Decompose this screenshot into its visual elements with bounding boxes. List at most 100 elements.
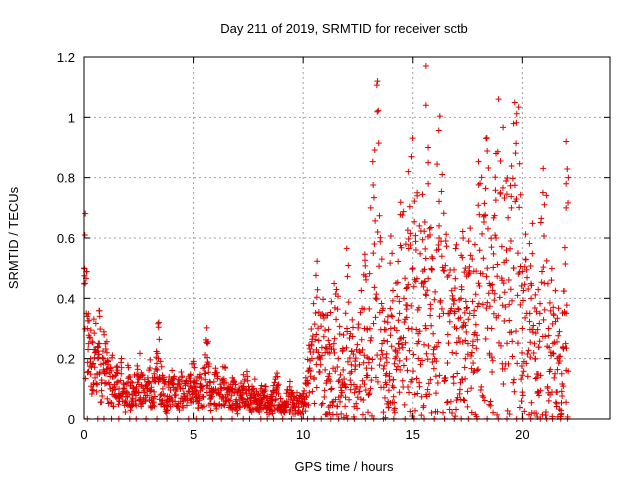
data-point <box>373 82 380 89</box>
data-point <box>382 326 389 333</box>
data-point <box>403 314 410 321</box>
data-point <box>384 338 391 345</box>
data-point <box>353 400 360 407</box>
data-point <box>220 401 227 408</box>
data-point <box>87 371 94 378</box>
data-point <box>507 245 514 252</box>
data-point <box>335 378 342 385</box>
data-point <box>459 254 466 261</box>
data-point <box>380 305 387 312</box>
data-point <box>358 336 365 343</box>
data-point <box>385 404 392 411</box>
data-point <box>296 392 303 399</box>
data-point-outlier <box>436 222 443 229</box>
data-point <box>134 366 141 373</box>
data-point <box>314 286 321 293</box>
data-point <box>452 275 459 282</box>
data-point <box>462 375 469 382</box>
data-point-outlier <box>425 144 432 151</box>
data-point <box>516 204 523 211</box>
data-point <box>90 316 97 323</box>
data-point <box>500 124 507 131</box>
data-point <box>449 295 456 302</box>
data-point <box>390 376 397 383</box>
data-point <box>317 356 324 363</box>
data-point <box>532 330 539 337</box>
data-point <box>202 370 209 377</box>
data-point <box>507 182 514 189</box>
data-point <box>464 388 471 395</box>
data-point <box>367 325 374 332</box>
data-point <box>83 268 90 275</box>
data-point <box>318 344 325 351</box>
data-point <box>548 277 555 284</box>
data-point <box>561 309 568 316</box>
data-point <box>535 344 542 351</box>
data-point <box>89 339 96 346</box>
data-point <box>315 337 322 344</box>
data-point <box>207 407 214 414</box>
data-point <box>370 320 377 327</box>
data-point <box>364 326 371 333</box>
data-point <box>561 244 568 251</box>
data-point <box>91 330 98 337</box>
data-point <box>476 247 483 254</box>
data-point <box>210 386 217 393</box>
data-point <box>538 279 545 286</box>
data-point <box>489 368 496 375</box>
data-point <box>509 338 516 345</box>
data-point <box>238 380 245 387</box>
data-point <box>444 331 451 338</box>
data-point <box>529 329 536 336</box>
data-point <box>408 376 415 383</box>
data-point <box>439 409 446 416</box>
data-point <box>85 340 92 347</box>
data-point <box>114 367 121 374</box>
data-point <box>395 317 402 324</box>
data-point <box>447 398 454 405</box>
data-point <box>461 309 468 316</box>
data-point <box>359 377 366 384</box>
data-point <box>446 310 453 317</box>
data-point <box>145 380 152 387</box>
data-point <box>552 318 559 325</box>
data-point <box>416 328 423 335</box>
data-point <box>465 238 472 245</box>
x-tick-label: 15 <box>406 427 420 442</box>
data-point <box>123 400 130 407</box>
data-point <box>531 304 538 311</box>
data-point <box>337 398 344 405</box>
data-point <box>354 341 361 348</box>
data-point <box>521 281 528 288</box>
y-axis-label: SRMTID / TECUs <box>6 186 21 289</box>
data-point <box>474 367 481 374</box>
data-point <box>305 380 312 387</box>
data-point <box>86 317 93 324</box>
data-point <box>404 227 411 234</box>
data-point <box>451 324 458 331</box>
data-point <box>339 347 346 354</box>
data-point <box>110 403 117 410</box>
data-point <box>407 230 414 237</box>
data-point <box>414 390 421 397</box>
data-point <box>336 331 343 337</box>
data-point <box>342 383 349 390</box>
data-point <box>374 108 381 115</box>
y-tick-label: 0.8 <box>57 171 75 186</box>
data-point-outlier <box>462 265 469 272</box>
data-point <box>311 374 318 381</box>
data-point <box>356 348 363 355</box>
data-point <box>430 365 437 372</box>
data-point <box>104 395 111 402</box>
data-point <box>345 262 352 269</box>
data-point <box>360 359 367 366</box>
data-point <box>406 347 413 354</box>
data-point <box>388 343 395 350</box>
data-point <box>283 390 290 397</box>
data-point <box>363 276 370 283</box>
data-point <box>99 393 106 400</box>
data-point <box>451 266 458 273</box>
data-point <box>155 320 162 327</box>
data-point <box>467 225 474 232</box>
data-point <box>103 338 110 345</box>
